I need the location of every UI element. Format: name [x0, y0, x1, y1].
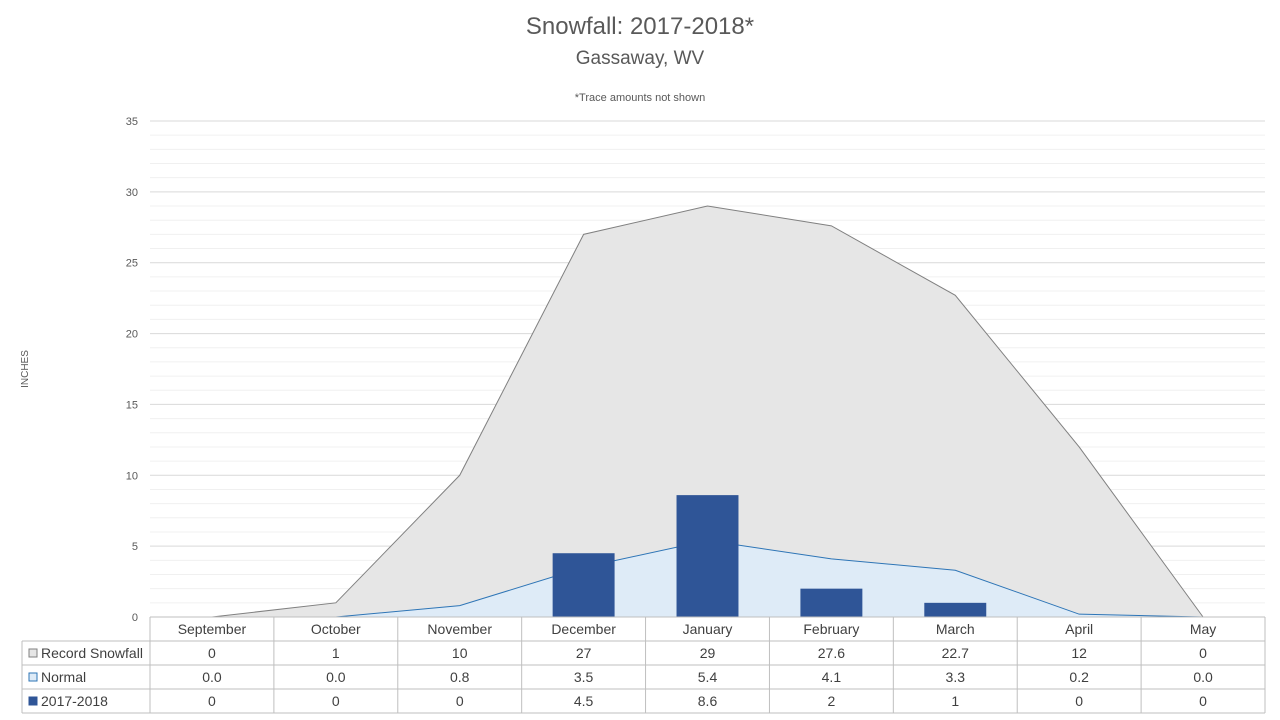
data-label: 29	[700, 645, 716, 661]
data-label: 0	[208, 693, 216, 709]
bar	[552, 553, 615, 617]
data-label: 0	[332, 693, 340, 709]
data-label: 0	[1199, 645, 1207, 661]
data-label: 0	[1075, 693, 1083, 709]
legend-label: Normal	[41, 669, 86, 685]
x-tick-label: November	[427, 621, 492, 637]
y-tick-label: 10	[126, 470, 138, 482]
data-label: 0.8	[450, 669, 470, 685]
x-tick-label: September	[178, 621, 247, 637]
legend-key	[28, 672, 38, 682]
series-line-0	[211, 205, 1204, 618]
y-tick-label: 35	[126, 116, 138, 128]
plot-area	[211, 205, 1204, 618]
data-table: September October November December January F…	[21, 616, 1266, 714]
y-tick-label: 15	[126, 399, 138, 411]
data-label: 0	[456, 693, 464, 709]
data-label: 3.5	[574, 669, 594, 685]
x-tick-label: February	[803, 621, 859, 637]
chart-note: *Trace amounts not shown	[575, 92, 705, 104]
y-tick-label: 5	[132, 541, 138, 553]
bar	[676, 495, 739, 617]
y-tick-label: 0	[132, 612, 138, 624]
y-tick-labels: 0 5 10 15 20 25 30 35	[126, 116, 138, 624]
data-label: 8.6	[698, 693, 718, 709]
data-label: 1	[332, 645, 340, 661]
data-label: 27.6	[818, 645, 845, 661]
data-label: 10	[452, 645, 468, 661]
legend-label: 2017-2018	[41, 693, 108, 709]
y-tick-label: 30	[126, 187, 138, 199]
y-tick-label: 20	[126, 329, 138, 341]
y-axis-label: INCHES	[20, 350, 31, 388]
bar	[924, 602, 987, 617]
data-label: 0.0	[326, 669, 346, 685]
x-tick-label: March	[936, 621, 975, 637]
chart-title: Snowfall: 2017-2018*	[526, 13, 754, 40]
data-label: 2	[827, 693, 835, 709]
bar	[800, 588, 863, 617]
data-label: 1	[951, 693, 959, 709]
x-tick-label: April	[1065, 621, 1093, 637]
legend-key	[28, 648, 38, 658]
data-label: 5.4	[698, 669, 718, 685]
chart-subtitle: Gassaway, WV	[576, 48, 705, 69]
data-label: 12	[1071, 645, 1087, 661]
x-tick-label: October	[311, 621, 361, 637]
legend-label: Record Snowfall	[41, 645, 143, 661]
x-tick-label: January	[683, 621, 733, 637]
data-label: 0.2	[1069, 669, 1089, 685]
data-label: 4.1	[822, 669, 842, 685]
data-label: 27	[576, 645, 592, 661]
x-tick-label: December	[551, 621, 616, 637]
x-tick-label: May	[1190, 621, 1216, 637]
data-label: 4.5	[574, 693, 594, 709]
data-label: 0.0	[202, 669, 222, 685]
legend-key	[28, 696, 38, 706]
data-label: 0	[208, 645, 216, 661]
data-label: 0	[1199, 693, 1207, 709]
y-tick-label: 25	[126, 258, 138, 270]
data-label: 22.7	[942, 645, 969, 661]
data-label: 0.0	[1193, 669, 1213, 685]
series-area-0	[211, 206, 1204, 617]
data-label: 3.3	[946, 669, 966, 685]
